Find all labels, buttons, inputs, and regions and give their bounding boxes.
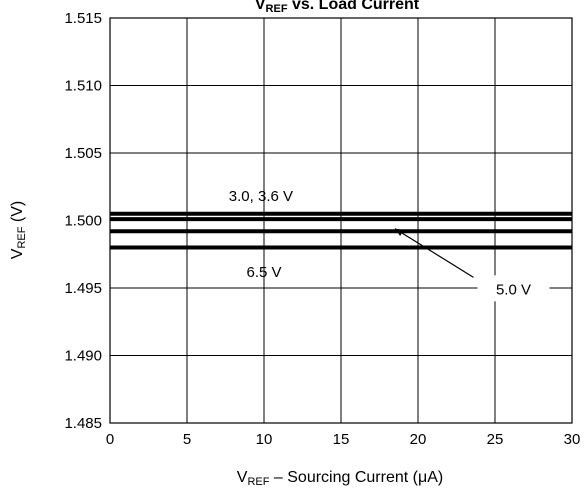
- annotation-arrow-head: [394, 228, 404, 236]
- y-tick-label: 1.490: [64, 348, 102, 365]
- x-tick-label: 0: [106, 431, 114, 448]
- y-axis-title: VREF (V): [9, 201, 28, 259]
- annotation-arrow-line: [394, 228, 474, 278]
- annotation-label: 3.0, 3.6 V: [229, 188, 293, 205]
- x-tick-labels: 0 5 10 15 20 25 30: [106, 431, 581, 448]
- y-tick-label: 1.515: [64, 10, 102, 27]
- annotation-label: 6.5 V: [246, 264, 281, 281]
- y-tick-labels: 1.515 1.510 1.505 1.500 1.495 1.490 1.485: [64, 10, 102, 432]
- chart-title: VREF vs. Load Current: [255, 0, 420, 15]
- x-axis-title: VREF – Sourcing Current (μA): [237, 469, 443, 488]
- plot-frame: [109, 17, 573, 424]
- annotations: 3.0, 3.6 V 6.5 V 5.0 V: [229, 188, 550, 302]
- x-tick-label: 5: [183, 431, 191, 448]
- x-tick-label: 20: [410, 431, 427, 448]
- series-group: [110, 211, 572, 250]
- y-tick-label: 1.510: [64, 78, 102, 95]
- y-tick-label: 1.485: [64, 415, 102, 432]
- x-tick-label: 10: [256, 431, 273, 448]
- x-tick-label: 25: [487, 431, 504, 448]
- x-tick-label: 15: [333, 431, 350, 448]
- x-tick-label: 30: [564, 431, 581, 448]
- y-tick-label: 1.505: [64, 145, 102, 162]
- annotation-label-background: [477, 275, 550, 302]
- y-tick-label: 1.495: [64, 280, 102, 297]
- annotation-label: 5.0 V: [496, 281, 531, 298]
- y-tick-label: 1.500: [64, 213, 102, 230]
